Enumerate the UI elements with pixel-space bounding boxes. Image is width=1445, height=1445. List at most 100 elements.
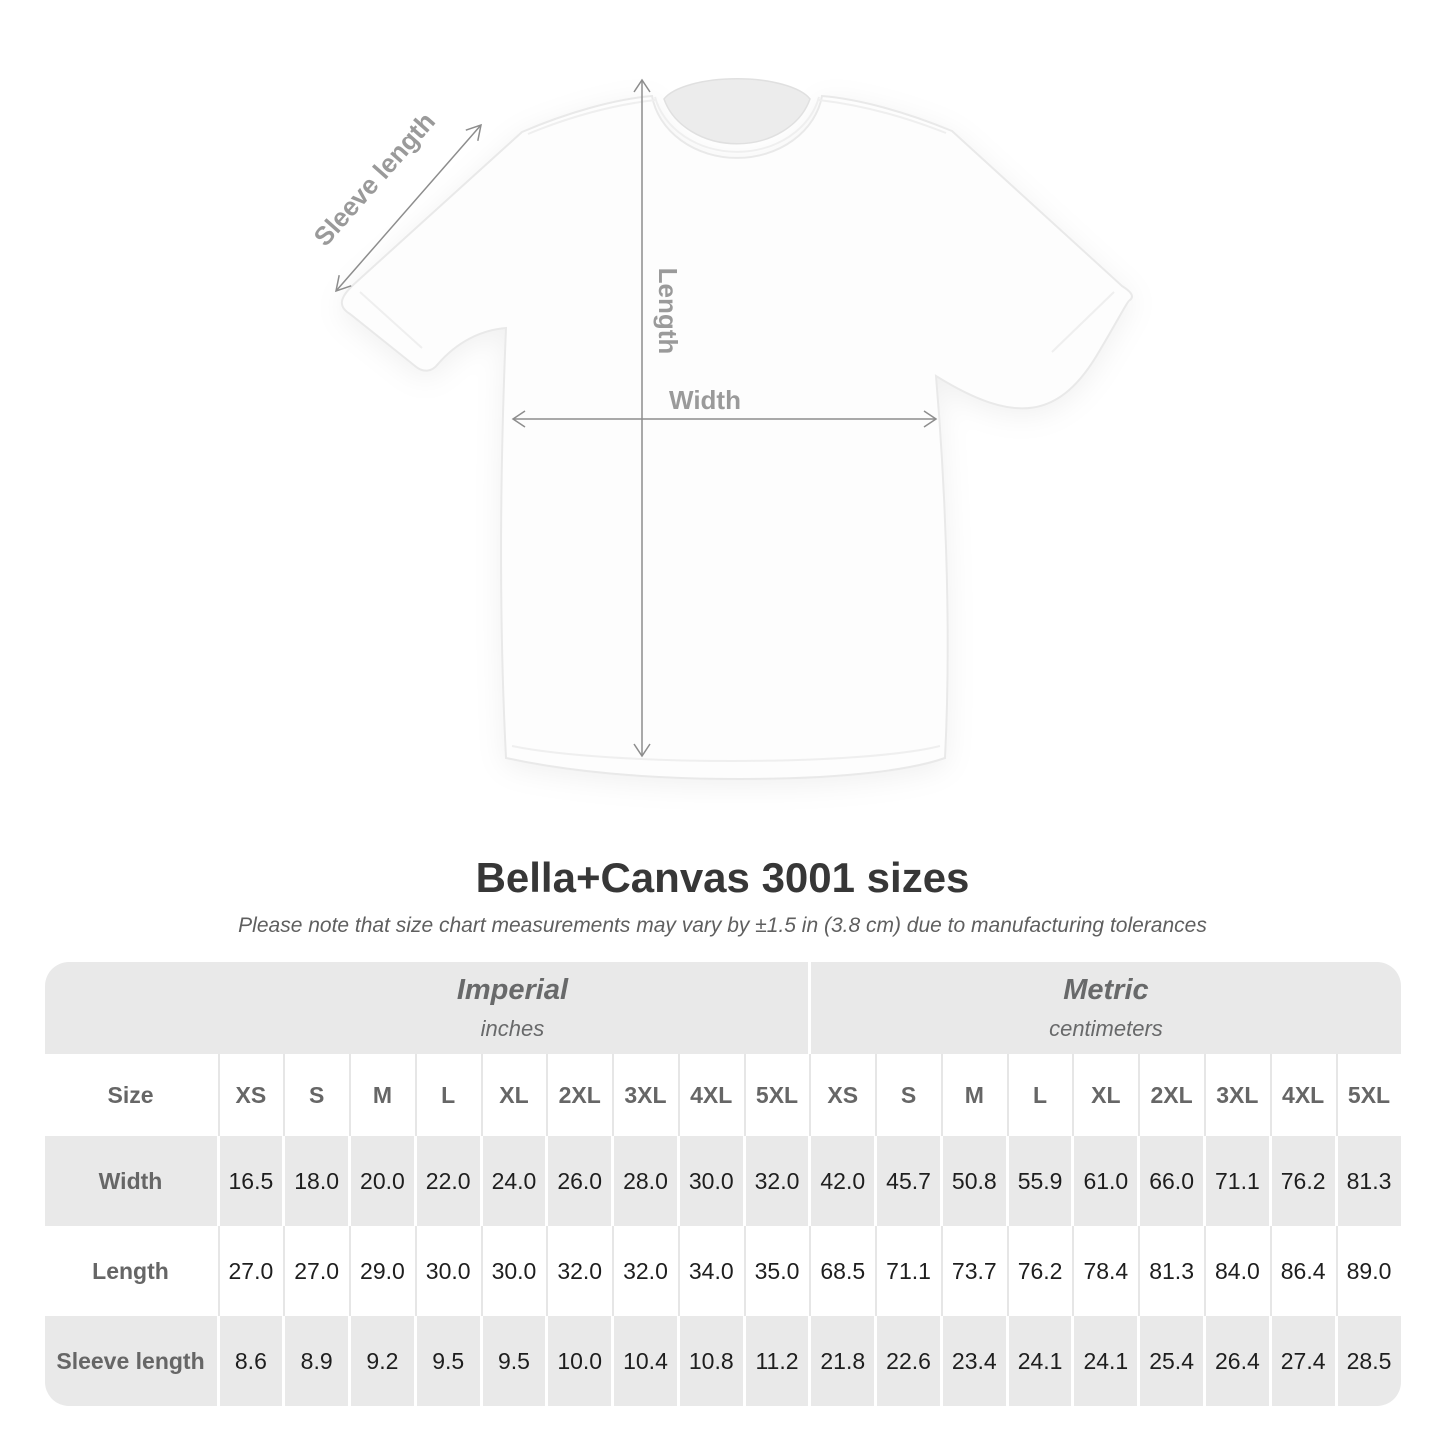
measurement-value: 42.0 — [811, 1136, 875, 1227]
measurement-value: 89.0 — [1337, 1226, 1401, 1317]
measurement-value: 20.0 — [351, 1136, 414, 1227]
collar-graphic — [663, 78, 811, 145]
measurement-value: 61.0 — [1074, 1136, 1138, 1227]
measurement-value: 24.1 — [1074, 1316, 1138, 1407]
size-column-header: M — [351, 1054, 414, 1137]
page-title: Bella+Canvas 3001 sizes — [475, 854, 970, 901]
row-label: Length — [44, 1226, 217, 1317]
length-label: Length — [653, 268, 683, 355]
size-column-header: 5XL — [1337, 1054, 1401, 1137]
measurement-value: 32.0 — [548, 1226, 612, 1317]
width-arrow — [511, 410, 938, 428]
measurement-value: 27.0 — [285, 1226, 349, 1317]
size-column-header: 5XL — [745, 1054, 809, 1137]
size-column-header: XS — [219, 1054, 283, 1137]
measurement-value: 23.4 — [942, 1316, 1006, 1407]
table-body: Width 16.5 18.0 20.0 22.0 24.0 26.0 28.0 30.0 32.… — [44, 1136, 1401, 1407]
measurement-row: Sleeve length 8.6 8.9 9.2 9.5 9.5 10.0 10.4 10.8… — [44, 1316, 1401, 1407]
measurement-value: 81.3 — [1337, 1136, 1401, 1227]
measurement-value: 66.0 — [1140, 1136, 1203, 1227]
measurement-value: 26.4 — [1205, 1316, 1269, 1407]
measurement-value: 35.0 — [745, 1226, 809, 1317]
imperial-unit: inches — [480, 1016, 545, 1042]
measurement-value: 29.0 — [351, 1226, 414, 1317]
measurement-value: 30.0 — [416, 1226, 480, 1317]
measurement-value: 22.0 — [416, 1136, 480, 1227]
left-cuff-stitch — [359, 291, 423, 349]
measurement-value: 81.3 — [1140, 1226, 1203, 1317]
measurement-value: 30.0 — [679, 1136, 743, 1227]
size-column-header: XS — [811, 1054, 875, 1137]
size-column-header: L — [1008, 1054, 1072, 1137]
tshirt-graphic — [341, 94, 1133, 781]
measurement-value: 78.4 — [1074, 1226, 1138, 1317]
measurement-value: 71.1 — [877, 1226, 940, 1317]
hem-stitch — [511, 745, 941, 762]
page-subtitle: Please note that size chart measurements… — [238, 914, 1207, 938]
size-column-header: S — [877, 1054, 940, 1137]
measurement-value: 10.8 — [679, 1316, 743, 1407]
measurement-value: 34.0 — [679, 1226, 743, 1317]
measurement-value: 32.0 — [745, 1136, 809, 1227]
sleeve-length-arrow — [335, 123, 482, 293]
measurement-value: 84.0 — [1205, 1226, 1269, 1317]
metric-unit: centimeters — [1049, 1016, 1163, 1042]
imperial-header: Imperial inches — [44, 962, 809, 1055]
measurement-value: 16.5 — [219, 1136, 283, 1227]
measurement-value: 10.0 — [548, 1316, 612, 1407]
measurement-value: 26.0 — [548, 1136, 612, 1227]
measurement-value: 11.2 — [745, 1316, 809, 1407]
size-column-header: 3XL — [614, 1054, 677, 1137]
collar-seam — [654, 96, 820, 153]
measurement-value: 10.4 — [614, 1316, 677, 1407]
size-column-header: 3XL — [1205, 1054, 1269, 1137]
measurement-value: 9.2 — [351, 1316, 414, 1407]
size-column-header: 4XL — [1271, 1054, 1335, 1137]
size-column-header: M — [942, 1054, 1006, 1137]
measurement-value: 45.7 — [877, 1136, 940, 1227]
measurement-row: Length 27.0 27.0 29.0 30.0 30.0 32.0 32.0 34.0 35… — [44, 1226, 1401, 1317]
size-table-wrap: Imperial inches Metric centimeters Size … — [42, 962, 1404, 1407]
measurement-value: 68.5 — [811, 1226, 875, 1317]
row-label: Width — [44, 1136, 217, 1227]
size-label: Size — [44, 1054, 217, 1137]
size-column-header: XL — [1074, 1054, 1138, 1137]
metric-title: Metric — [1063, 974, 1149, 1007]
size-column-header: XL — [482, 1054, 546, 1137]
measurement-value: 28.5 — [1337, 1316, 1401, 1407]
measurement-value: 73.7 — [942, 1226, 1006, 1317]
measurement-row: Width 16.5 18.0 20.0 22.0 24.0 26.0 28.0 30.0 32.… — [44, 1136, 1401, 1227]
measurement-value: 76.2 — [1008, 1226, 1072, 1317]
metric-header: Metric centimeters — [811, 962, 1401, 1055]
measurement-value: 9.5 — [416, 1316, 480, 1407]
length-arrow — [633, 78, 651, 758]
tshirt-diagram: Sleeve length Length Width — [307, 78, 1133, 781]
measurement-value: 28.0 — [614, 1136, 677, 1227]
measurement-value: 27.0 — [219, 1226, 283, 1317]
row-label: Sleeve length — [44, 1316, 217, 1407]
right-shoulder-seam — [818, 99, 947, 134]
left-shoulder-seam — [527, 99, 656, 135]
size-column-header: 4XL — [679, 1054, 743, 1137]
measurement-value: 30.0 — [482, 1226, 546, 1317]
measurement-value: 21.8 — [811, 1316, 875, 1407]
size-table: Imperial inches Metric centimeters Size … — [42, 962, 1404, 1407]
measurement-value: 9.5 — [482, 1316, 546, 1407]
width-label: Width — [669, 385, 741, 415]
unit-header-row: Imperial inches Metric centimeters — [44, 962, 1401, 1055]
measurement-value: 24.1 — [1008, 1316, 1072, 1407]
measurement-value: 32.0 — [614, 1226, 677, 1317]
measurement-value: 24.0 — [482, 1136, 546, 1227]
size-column-header: 2XL — [1140, 1054, 1203, 1137]
size-column-header: 2XL — [548, 1054, 612, 1137]
size-header-row: Size XS S M L XL 2XL 3XL 4XL 5XL XS S M L XL 2XL 3XL 4XL… — [44, 1054, 1401, 1137]
imperial-title: Imperial — [456, 974, 569, 1007]
measurement-value: 27.4 — [1271, 1316, 1335, 1407]
measurement-value: 18.0 — [285, 1136, 349, 1227]
size-column-header: L — [416, 1054, 480, 1137]
measurement-value: 71.1 — [1205, 1136, 1269, 1227]
measurement-value: 50.8 — [942, 1136, 1006, 1227]
measurement-value: 86.4 — [1271, 1226, 1335, 1317]
measurement-value: 25.4 — [1140, 1316, 1203, 1407]
